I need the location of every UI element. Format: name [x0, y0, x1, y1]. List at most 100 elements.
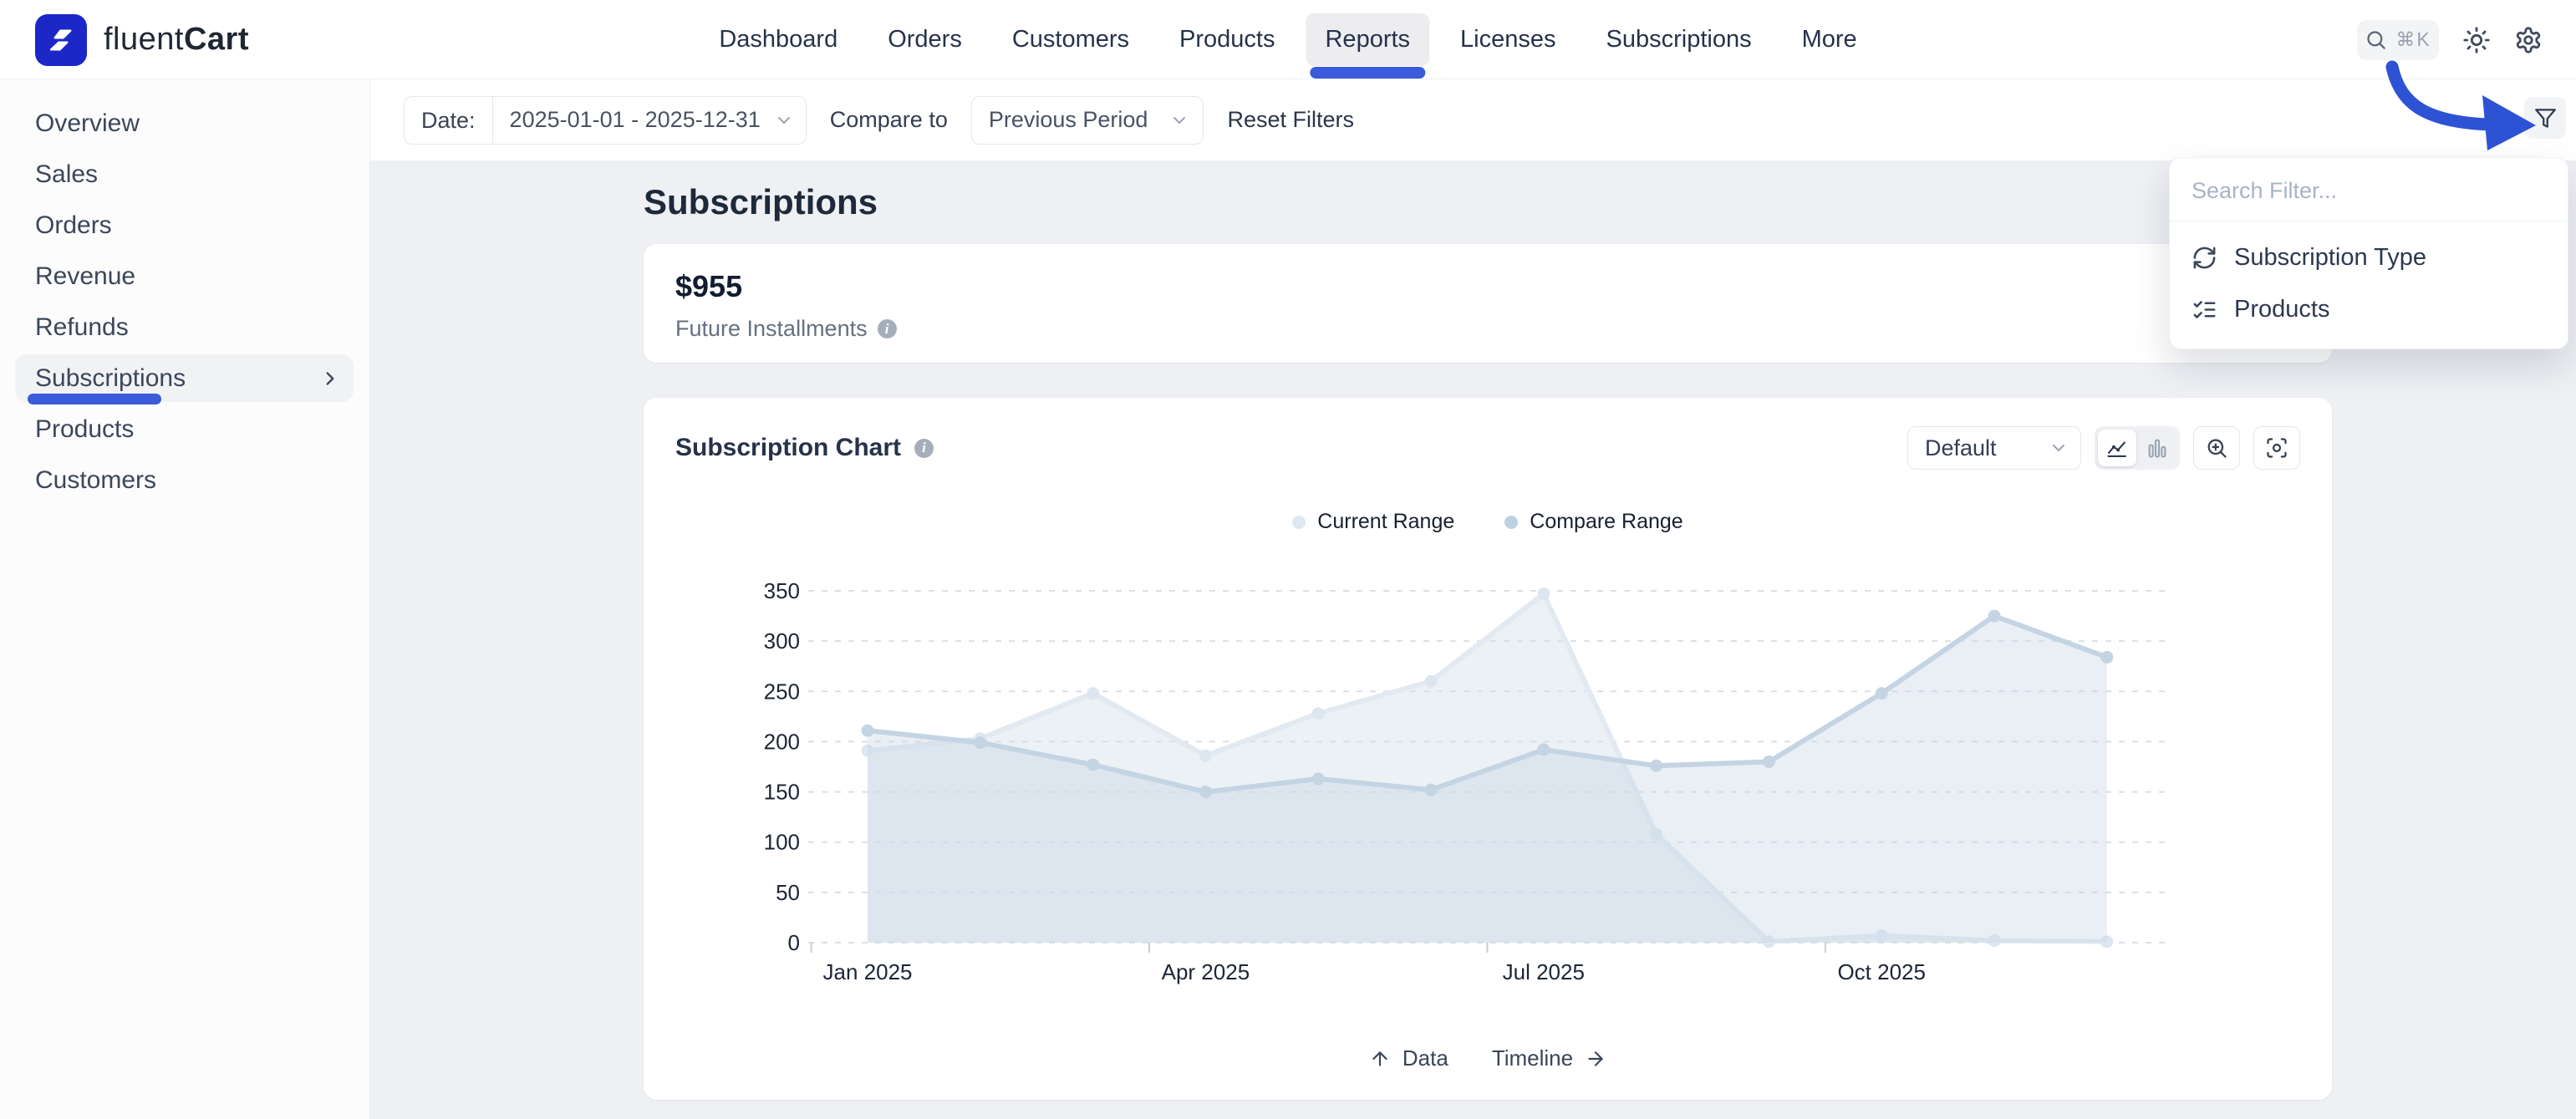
date-range-picker[interactable]: Date: 2025-01-01 - 2025-12-31 — [404, 95, 807, 145]
sidebar-item[interactable]: Products — [0, 404, 369, 455]
compare-to-label: Compare to — [829, 107, 948, 132]
legend-marker — [1504, 515, 1519, 529]
search-shortcut: ⌘K — [2395, 28, 2431, 50]
filter-menu-item[interactable]: Subscription Type — [2170, 231, 2568, 283]
compare-period-value: Previous Period — [988, 107, 1148, 132]
stat-value: $955 — [675, 269, 743, 303]
nav-item[interactable]: Licenses — [1441, 13, 1575, 66]
brand-name: fluentCart — [104, 22, 249, 57]
filter-menu-item-label: Products — [2234, 295, 2330, 323]
filter-menu-item[interactable]: Products — [2170, 283, 2568, 335]
sidebar-item-label: Overview — [35, 109, 140, 137]
info-icon[interactable]: i — [877, 319, 897, 338]
legend-label: Compare Range — [1530, 510, 1683, 533]
arrow-up-icon — [1372, 1050, 1387, 1066]
bar-chart-toggle[interactable] — [2138, 430, 2176, 466]
sidebar-item[interactable]: Overview — [0, 98, 369, 149]
global-search-button[interactable]: ⌘K — [2357, 19, 2439, 60]
legend-marker — [1292, 515, 1306, 529]
line-chart-icon — [2107, 441, 2126, 457]
svg-text:100: 100 — [764, 830, 800, 855]
svg-text:Jul 2025: Jul 2025 — [1503, 959, 1585, 984]
sidebar-item[interactable]: Revenue — [0, 251, 369, 302]
chevron-down-icon — [777, 116, 790, 124]
nav-item[interactable]: Reports — [1306, 13, 1430, 79]
bar-chart-icon — [2148, 439, 2166, 458]
brand-logo[interactable]: fluentCart — [35, 0, 249, 79]
svg-text:Oct 2025: Oct 2025 — [1837, 959, 1926, 984]
filter-button[interactable] — [2524, 97, 2566, 139]
reset-filters-button[interactable]: Reset Filters — [1227, 107, 1354, 132]
filter-row: Date: 2025-01-01 - 2025-12-31 Compare to… — [370, 79, 2576, 160]
chevron-down-icon — [2053, 445, 2064, 451]
chart-legend: Current Range Compare Range — [644, 510, 2332, 534]
nav-item-label: Licenses — [1460, 26, 1556, 53]
chart-footer: Data Timeline — [644, 1045, 2332, 1071]
subscription-chart-canvas: 0 50 100 150 200 250 300 350 Jan 2025 Apr 2025 Jul… — [764, 578, 2171, 984]
chart-preset-select[interactable]: Default — [1907, 426, 2081, 470]
sidebar-item-label: Products — [35, 415, 135, 443]
brand-logo-icon — [35, 13, 87, 66]
svg-text:250: 250 — [764, 679, 800, 704]
zoom-in-icon — [2207, 439, 2227, 458]
sidebar-item[interactable]: Sales — [0, 149, 369, 200]
nav-item-label: More — [1801, 26, 1857, 53]
filter-search-input[interactable] — [2192, 178, 2546, 204]
nav-item[interactable]: Customers — [993, 13, 1148, 66]
svg-text:Jan 2025: Jan 2025 — [823, 959, 913, 984]
nav-item-label: Reports — [1325, 26, 1411, 53]
nav-item-label: Products — [1179, 26, 1275, 53]
data-button[interactable]: Data — [1369, 1045, 1448, 1071]
svg-text:200: 200 — [764, 729, 800, 754]
info-icon[interactable]: i — [914, 438, 934, 458]
nav-item-label: Dashboard — [719, 26, 838, 53]
settings-gear-icon[interactable] — [2514, 26, 2543, 54]
chevron-right-icon — [326, 371, 334, 385]
sidebar-item-label: Customers — [35, 465, 157, 494]
nav-item-label: Orders — [888, 26, 962, 53]
svg-text:0: 0 — [788, 930, 800, 955]
sidebar-item[interactable]: Customers — [0, 455, 369, 506]
sidebar-item[interactable]: Subscriptions — [0, 353, 369, 404]
funnel-icon — [2534, 108, 2556, 128]
svg-text:150: 150 — [764, 780, 800, 805]
chart-restore-button[interactable] — [2253, 426, 2300, 470]
sidebar-item-label: Orders — [35, 211, 112, 239]
nav-item[interactable]: Orders — [868, 13, 981, 66]
sidebar-item[interactable]: Refunds — [0, 302, 369, 353]
sidebar-item-label: Revenue — [35, 262, 136, 290]
nav-item[interactable]: Subscriptions — [1587, 13, 1771, 66]
chart-title: Subscription Chart — [675, 434, 902, 461]
chart-controls: Default — [1907, 426, 2300, 470]
sidebar-item-label: Refunds — [35, 313, 129, 341]
nav-item-label: Subscriptions — [1606, 26, 1752, 53]
sidebar-item[interactable]: Orders — [0, 200, 369, 251]
compare-period-select[interactable]: Previous Period — [970, 95, 1204, 145]
chart-preset-value: Default — [1925, 435, 1997, 460]
legend-label: Current Range — [1317, 510, 1455, 533]
topbar-actions: ⌘K — [2357, 0, 2543, 79]
chart-type-toggle — [2095, 426, 2180, 470]
line-chart-toggle[interactable] — [2098, 430, 2136, 466]
legend-item[interactable]: Current Range — [1292, 510, 1454, 534]
nav-item[interactable]: Dashboard — [700, 13, 857, 66]
nav-item[interactable]: More — [1783, 13, 1876, 66]
list-checks-icon — [2193, 300, 2216, 318]
future-installments-card: $955 Future Installments i — [644, 244, 2332, 363]
page-title: Subscriptions — [644, 182, 878, 221]
focus-reset-icon — [2267, 438, 2287, 458]
sidebar-item-label: Sales — [35, 160, 99, 188]
theme-toggle-icon[interactable] — [2462, 26, 2491, 54]
legend-item[interactable]: Compare Range — [1504, 510, 1683, 534]
nav-item[interactable]: Products — [1160, 13, 1294, 66]
search-icon — [2367, 31, 2386, 49]
content-area: Subscriptions $955 Future Installments i… — [370, 160, 2576, 1119]
chart-zoom-button[interactable] — [2193, 426, 2240, 470]
topbar: fluentCart Dashboard Orders Customers Pr… — [0, 0, 2576, 79]
sidebar-item-label: Subscriptions — [35, 364, 186, 392]
nav-item-label: Customers — [1011, 26, 1130, 53]
timeline-button[interactable]: Timeline — [1492, 1045, 1606, 1071]
filter-dropdown-panel: Subscription Type Products — [2169, 157, 2568, 349]
subscription-chart-card: Subscription Chart i Default — [644, 398, 2332, 1100]
date-label: Date: — [405, 96, 493, 144]
